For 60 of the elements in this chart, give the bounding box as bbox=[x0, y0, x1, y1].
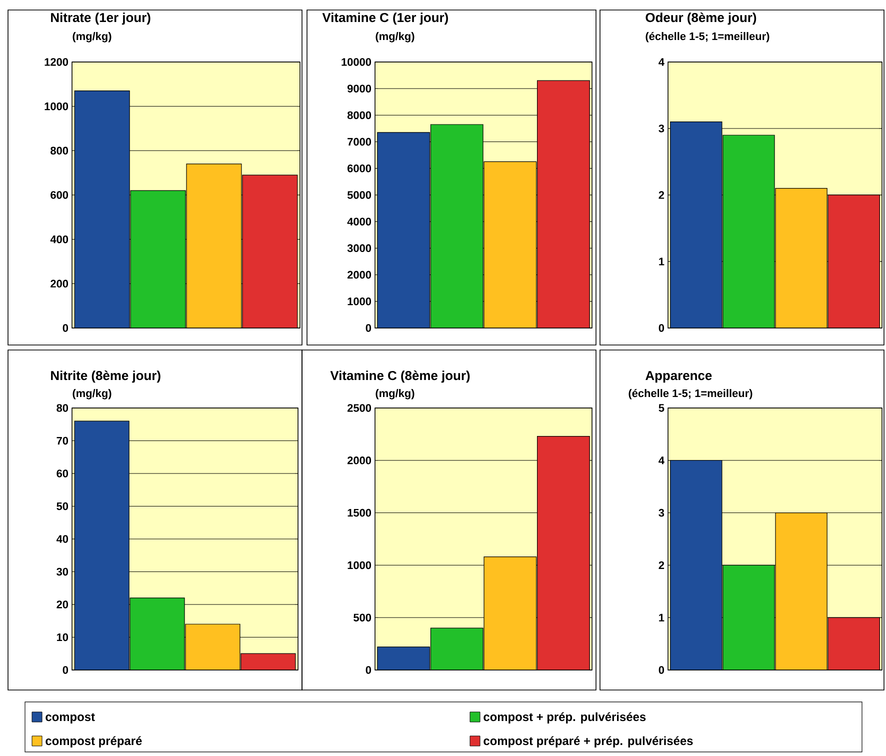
y-tick-label: 40 bbox=[56, 535, 68, 543]
y-tick-label: 10000 bbox=[342, 58, 372, 66]
y-tick-label: 0 bbox=[62, 324, 68, 332]
chart-title: Vitamine C (1er jour) bbox=[322, 12, 448, 25]
y-tick-label: 4000 bbox=[347, 218, 372, 226]
y-tick-label: 2 bbox=[658, 561, 664, 570]
chart-subtitle: (échelle 1-5; 1=meilleur) bbox=[646, 32, 770, 42]
chart-subtitle: (échelle 1-5; 1=meilleur) bbox=[628, 388, 752, 400]
y-tick-label: 1000 bbox=[348, 561, 372, 570]
y-tick-label: 600 bbox=[50, 191, 68, 199]
y-tick-label: 200 bbox=[50, 280, 68, 288]
y-tick-label: 0 bbox=[658, 324, 664, 332]
y-tick-label: 1500 bbox=[348, 508, 372, 517]
y-tick-label: 0 bbox=[658, 666, 664, 674]
y-tick-label: 4 bbox=[658, 58, 664, 66]
y-tick-label: 2500 bbox=[347, 404, 372, 412]
y-tick-label: 1 bbox=[659, 614, 664, 622]
y-tick-label: 800 bbox=[50, 146, 68, 155]
chart-title: Vitamine C (8ème jour) bbox=[330, 370, 470, 383]
y-tick-label: 50 bbox=[56, 502, 68, 510]
chart-subtitle: (mg/kg) bbox=[72, 389, 112, 400]
y-tick-label: 70 bbox=[56, 436, 68, 445]
chart-title: Odeur (8ème jour) bbox=[646, 12, 756, 25]
y-tick-label: 8000 bbox=[347, 111, 372, 120]
y-tick-label: 0 bbox=[366, 666, 372, 674]
y-tick-label: 1 bbox=[659, 258, 664, 266]
chart-title: Nitrite (8ème jour) bbox=[51, 370, 160, 383]
y-tick-label: 30 bbox=[56, 568, 68, 576]
chart-title: Apparence bbox=[646, 371, 712, 383]
y-tick-label: 6000 bbox=[348, 164, 372, 172]
y-tick-label: 5 bbox=[658, 404, 664, 412]
y-tick-label: 5000 bbox=[347, 191, 372, 199]
y-tick-label: 2000 bbox=[347, 270, 372, 279]
y-tick-label: 60 bbox=[56, 470, 68, 478]
legend-label: compost préparé bbox=[46, 736, 142, 748]
chart-subtitle: (mg/kg) bbox=[72, 32, 112, 42]
y-tick-label: 400 bbox=[50, 235, 68, 244]
y-tick-label: 7000 bbox=[348, 138, 372, 146]
y-tick-label: 3 bbox=[658, 508, 664, 517]
y-tick-label: 1000 bbox=[348, 298, 372, 306]
y-tick-label: 3000 bbox=[347, 244, 372, 252]
y-tick-label: 80 bbox=[56, 404, 68, 412]
y-tick-label: 10 bbox=[56, 633, 68, 642]
y-tick-label: 0 bbox=[62, 666, 68, 674]
chart-title: Nitrate (1er jour) bbox=[51, 12, 150, 25]
legend-label: compost préparé + prép. pulvérisées bbox=[484, 736, 693, 748]
y-tick-label: 1200 bbox=[44, 58, 68, 66]
legend-label: compost bbox=[46, 713, 95, 724]
y-tick-label: 9000 bbox=[347, 84, 372, 92]
chart-subtitle: (mg/kg) bbox=[376, 389, 414, 400]
y-tick-label: 0 bbox=[366, 324, 372, 332]
y-tick-label: 2000 bbox=[347, 456, 372, 464]
chart-subtitle: (mg/kg) bbox=[376, 32, 414, 42]
y-tick-label: 500 bbox=[354, 614, 372, 622]
y-tick-label: 3 bbox=[658, 124, 664, 132]
y-tick-label: 2 bbox=[658, 191, 664, 199]
y-tick-label: 20 bbox=[56, 600, 68, 608]
legend-label: compost + prép. pulvérisées bbox=[484, 712, 646, 724]
y-tick-label: 1000 bbox=[44, 102, 68, 110]
y-tick-label: 4 bbox=[658, 456, 664, 464]
